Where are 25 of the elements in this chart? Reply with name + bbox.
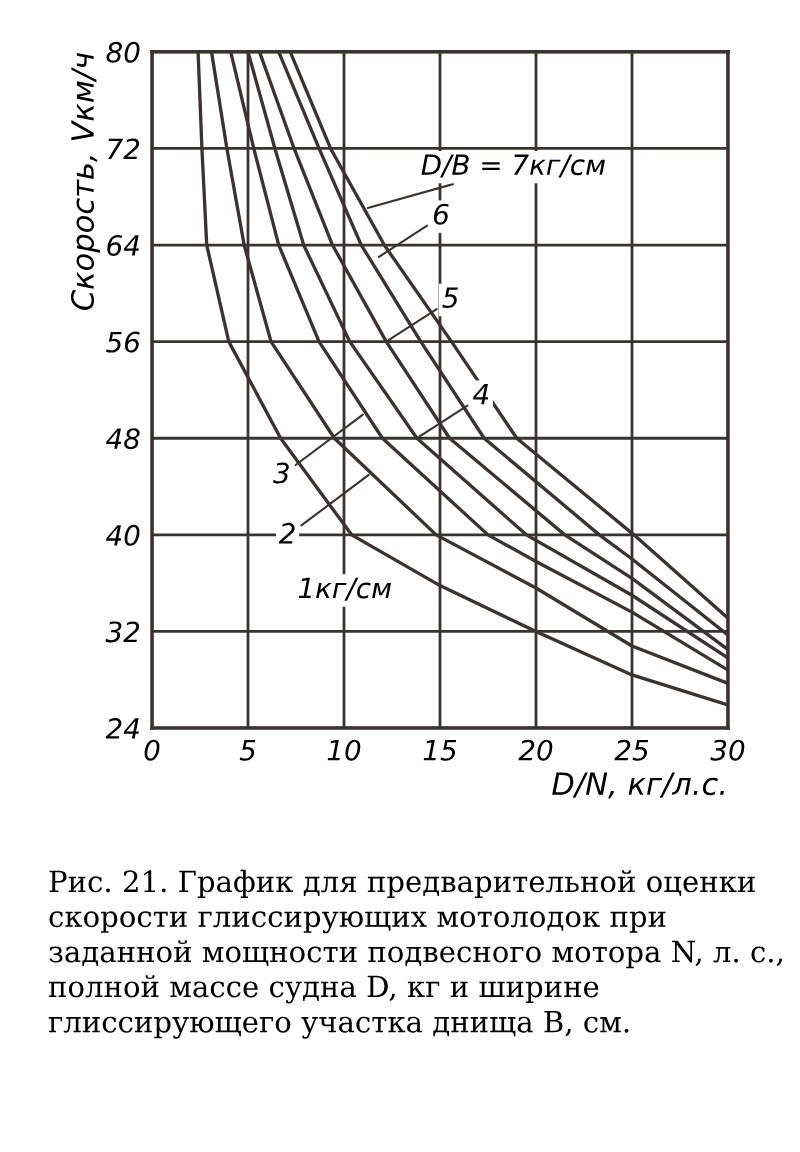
y-tick-label: 48 bbox=[106, 428, 140, 450]
x-tick-label: 30 bbox=[710, 739, 745, 761]
x-tick-label: 5 bbox=[239, 740, 256, 761]
annotation: 3 bbox=[273, 462, 289, 484]
y-tick-label: 72 bbox=[108, 138, 140, 159]
annotation: 4 bbox=[473, 384, 489, 405]
y-tick-label: 64 bbox=[107, 234, 139, 256]
x-axis-title: D/N, кг/л.с. bbox=[552, 772, 724, 799]
text: Рис. 21. График для предварительной оценки скорости глиссирующих мотолодок при заданной мощности подвесного мотора N, л. с., полной массе судна D, кг и ширине глиссирующего участка днища B, см. bbox=[48, 869, 783, 1039]
x-tick-label: 25 bbox=[614, 739, 649, 761]
x-tick-label: 15 bbox=[423, 740, 457, 761]
x-tick-label: 20 bbox=[518, 739, 553, 761]
annotation: D/B = 7кг/см bbox=[421, 154, 605, 178]
y-tick-label: 80 bbox=[106, 41, 140, 63]
x-tick-label: 0 bbox=[144, 739, 160, 761]
y-axis-title: Скорость, Vкм/ч bbox=[70, 52, 100, 310]
annotation: 5 bbox=[442, 287, 458, 309]
y-tick-label: 32 bbox=[105, 621, 140, 643]
x-tick-label: 10 bbox=[327, 739, 361, 761]
annotation: 1кг/см bbox=[298, 577, 392, 601]
y-tick-label: 40 bbox=[106, 524, 140, 546]
y-tick-label: 24 bbox=[105, 718, 139, 739]
annotation: 2 bbox=[278, 522, 295, 544]
annotation: 6 bbox=[433, 203, 449, 225]
y-tick-label: 56 bbox=[106, 331, 140, 353]
